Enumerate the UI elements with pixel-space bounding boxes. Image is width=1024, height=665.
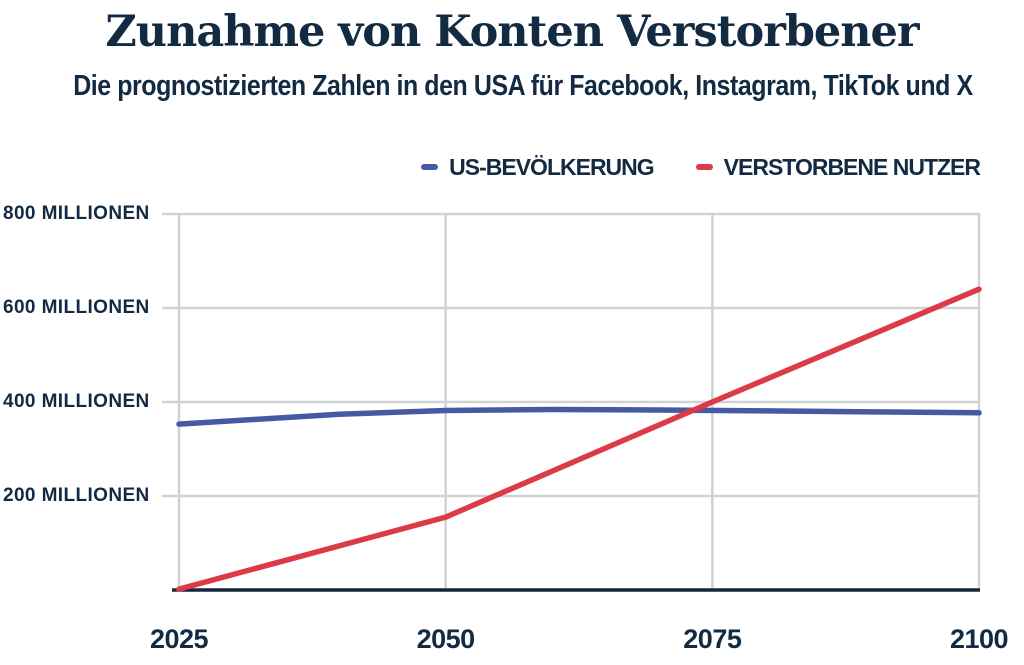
legend-item-deceased-users: VERSTORBENE NUTZER	[695, 153, 981, 181]
x-axis-label-2050: 2050	[416, 624, 476, 654]
y-axis-label-800: 800 MILLIONEN	[3, 203, 150, 224]
legend-item-us-population: US-BEVÖLKERUNG	[421, 153, 655, 181]
us-population-dash-icon	[421, 164, 439, 170]
series-line-1	[176, 286, 982, 592]
page-subtitle: Die prognostizierten Zahlen in den USA f…	[0, 70, 1024, 103]
chart-legend: US-BEVÖLKERUNG VERSTORBENE NUTZER	[421, 153, 981, 181]
x-axis-label-2100: 2100	[949, 624, 1009, 654]
y-axis-label-400: 400 MILLIONEN	[3, 391, 150, 412]
deceased-users-dash-icon	[695, 164, 713, 170]
series-line-0	[176, 406, 982, 427]
page-subtitle-text: Die prognostizierten Zahlen in den USA f…	[73, 70, 973, 102]
x-axis-label-2025: 2025	[149, 624, 209, 654]
page-title: Zunahme von Konten Verstorbener	[105, 7, 919, 57]
x-axis-label-2075: 2075	[683, 624, 742, 654]
y-axis-label-200: 200 MILLIONEN	[3, 485, 150, 506]
legend-label-deceased-users: VERSTORBENE NUTZER	[723, 153, 981, 180]
legend-label-us-population: US-BEVÖLKERUNG	[449, 153, 655, 180]
y-axis-label-600: 600 MILLIONEN	[3, 297, 150, 318]
